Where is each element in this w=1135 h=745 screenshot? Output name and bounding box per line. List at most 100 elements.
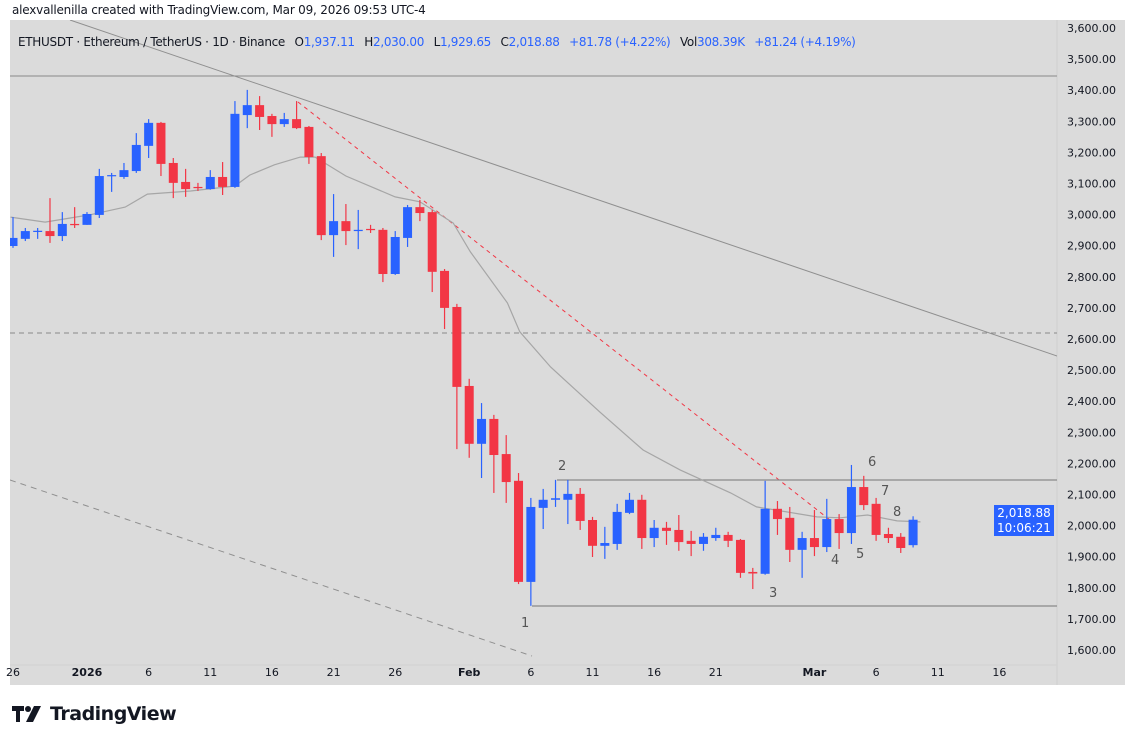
candle-down — [723, 531, 733, 548]
candle-down — [674, 515, 684, 551]
candle-down — [834, 514, 844, 549]
candle-down — [70, 207, 80, 228]
candle-body — [181, 181, 191, 190]
price-tick-label: 1,700.00 — [1067, 613, 1116, 626]
price-tick-label: 2,500.00 — [1067, 364, 1116, 377]
candle-up — [477, 403, 487, 479]
time-tick-label: 16 — [647, 666, 661, 679]
candle-body — [514, 480, 524, 582]
candle-down — [267, 113, 277, 137]
candle-body — [218, 176, 228, 187]
time-tick-label: 11 — [203, 666, 217, 679]
price-tick-label: 1,600.00 — [1067, 644, 1116, 657]
chart-panel[interactable] — [10, 20, 1125, 685]
open-value: 1,937.11 — [303, 35, 355, 49]
candle-up — [82, 212, 92, 225]
price-change: +81.78 (+4.22%) — [569, 35, 671, 49]
time-tick-label: 26 — [6, 666, 20, 679]
candle-down — [896, 533, 906, 553]
candle-up — [94, 168, 104, 219]
candle-body — [477, 418, 487, 444]
lower-dashed-trendline[interactable] — [10, 479, 533, 657]
wave-label-6: 6 — [868, 455, 876, 470]
candle-body — [661, 527, 671, 531]
price-tick-label: 1,800.00 — [1067, 582, 1116, 595]
candle-body — [748, 571, 758, 574]
candle-body — [846, 487, 856, 534]
candle-body — [711, 534, 721, 539]
time-tick-label: 11 — [586, 666, 600, 679]
candle-body — [698, 536, 708, 544]
time-axis[interactable]: 26 2026 6 11 16 21 26 Feb 6 11 16 21 Mar 6 11 16 — [6, 666, 1006, 679]
candle-body — [551, 498, 561, 500]
candle-down — [661, 521, 671, 545]
candle-body — [735, 539, 745, 573]
price-axis[interactable]: 1,600.00 1,700.00 1,800.00 1,900.00 2,000.00… — [1067, 22, 1116, 657]
candle-down — [871, 497, 881, 541]
candle-up — [908, 516, 918, 548]
candle-up — [20, 227, 30, 242]
price-tick-label: 2,400.00 — [1067, 395, 1116, 408]
time-tick-label: 26 — [388, 666, 402, 679]
candle-body — [33, 230, 43, 232]
candle-body — [452, 306, 462, 387]
candle-body — [538, 499, 548, 508]
high-label: H — [364, 35, 373, 49]
candle-body — [403, 207, 413, 238]
price-tick-label: 2,300.00 — [1067, 426, 1116, 439]
candle-body — [255, 105, 265, 117]
price-tick-label: 3,600.00 — [1067, 22, 1116, 35]
candle-down — [464, 378, 474, 458]
candle-up — [279, 112, 289, 127]
candle-down — [809, 510, 819, 557]
candle-down — [883, 527, 893, 544]
candle-body — [292, 119, 302, 129]
candle-up — [612, 503, 622, 550]
candle-body — [366, 228, 376, 231]
volume-label: Vol — [679, 35, 698, 49]
candle-up — [107, 172, 117, 192]
symbol-legend[interactable]: ETHUSDT · Ethereum / TetherUS · 1D · Bin… — [18, 35, 856, 49]
candle-down — [514, 473, 524, 585]
time-tick-label: 6 — [527, 666, 534, 679]
candle-up — [698, 533, 708, 551]
price-tick-label: 2,200.00 — [1067, 457, 1116, 470]
candle-body — [427, 212, 437, 272]
candle-body — [883, 533, 893, 539]
candle-up — [144, 119, 154, 158]
time-tick-label: 6 — [145, 666, 152, 679]
wave-label-2: 2 — [558, 459, 566, 474]
candle-down — [686, 530, 696, 557]
candle-body — [353, 229, 363, 232]
candle-body — [304, 126, 314, 158]
candle-down — [415, 199, 425, 222]
red-dashed-trendline[interactable] — [297, 101, 831, 521]
time-tick-label: 2026 — [72, 666, 103, 679]
close-value: 2,018.88 — [508, 35, 560, 49]
candle-body — [279, 119, 289, 125]
tradingview-logo[interactable]: TradingView — [12, 703, 177, 725]
candle-up — [33, 227, 43, 239]
candle-down — [501, 435, 511, 503]
candle-down — [772, 501, 782, 535]
candle-up — [711, 527, 721, 541]
candle-up — [538, 488, 548, 530]
candle-body — [588, 520, 598, 546]
candle-down — [859, 475, 869, 511]
candle-body — [760, 508, 770, 574]
last-price: 2,018.88 — [997, 506, 1051, 520]
candle-down — [785, 506, 795, 562]
time-tick-label: Feb — [458, 666, 481, 679]
candle-down — [748, 567, 758, 590]
candles — [10, 89, 918, 606]
candle-body — [896, 536, 906, 548]
candle-body — [94, 176, 104, 215]
candle-body — [70, 223, 80, 226]
long-descending-trendline[interactable] — [69, 20, 1060, 357]
wave-label-4: 4 — [831, 553, 839, 568]
candle-down — [366, 224, 376, 233]
candle-down — [735, 538, 745, 578]
candle-body — [82, 213, 92, 225]
bar-countdown: 10:06:21 — [997, 521, 1051, 535]
